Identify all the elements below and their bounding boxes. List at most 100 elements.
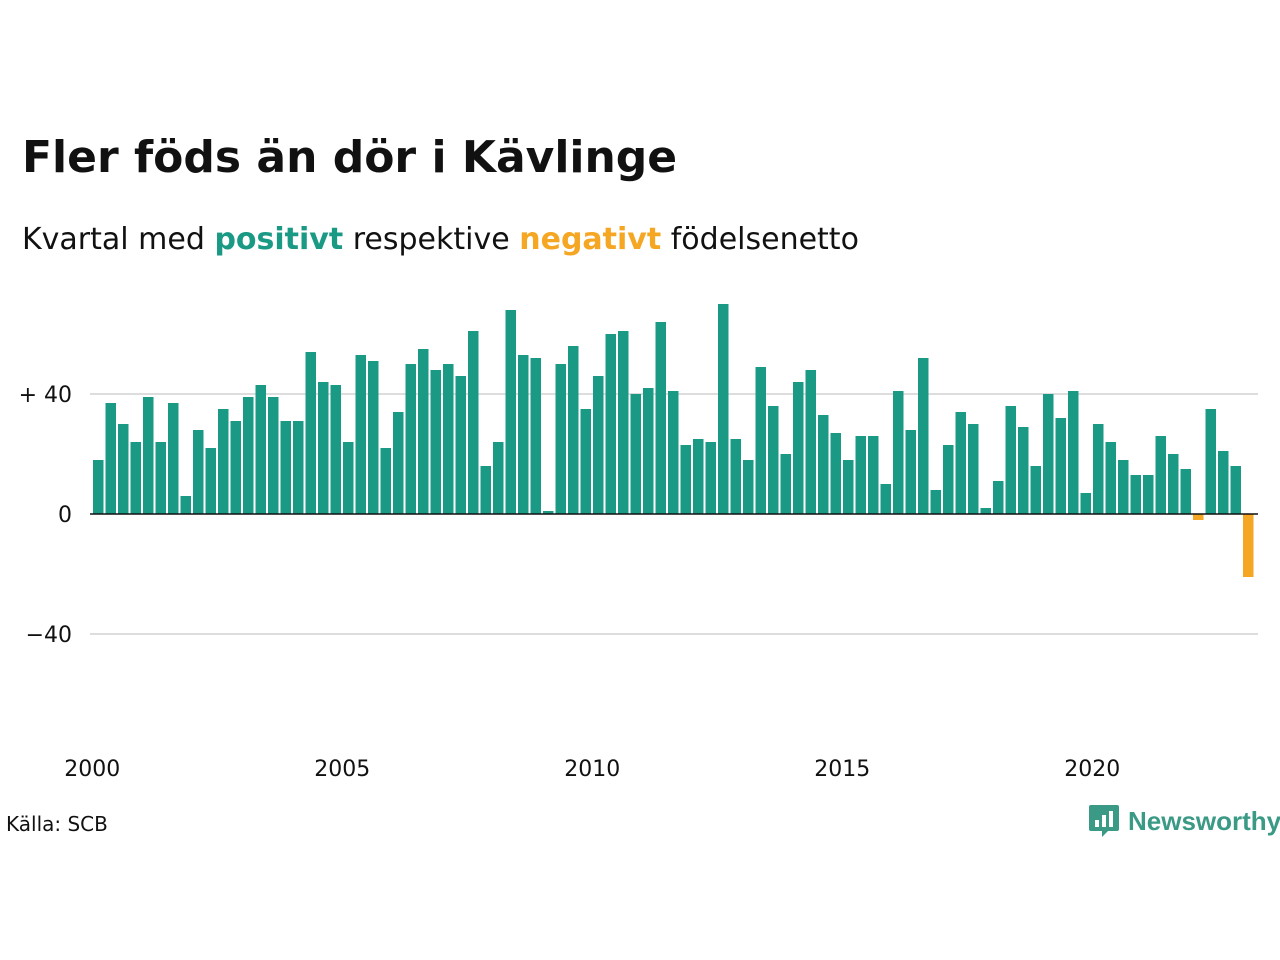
bar	[630, 394, 641, 514]
bar	[1043, 394, 1054, 514]
bar	[755, 367, 766, 514]
subtitle-suffix: födelsenetto	[670, 222, 859, 257]
bar	[1005, 406, 1016, 514]
bar	[255, 385, 266, 514]
bar	[655, 322, 666, 514]
bar	[318, 382, 329, 514]
bar	[105, 403, 116, 514]
bar	[518, 355, 529, 514]
bar	[130, 442, 141, 514]
bar	[680, 445, 691, 514]
bar	[743, 460, 754, 514]
bar	[1180, 469, 1191, 514]
bar	[443, 364, 454, 514]
bar	[593, 376, 604, 514]
bar	[768, 406, 779, 514]
chart-subtitle: Kvartal med positivt respektive negativt…	[22, 222, 859, 257]
bar	[855, 436, 866, 514]
bar	[930, 490, 941, 514]
y-tick-label: −40	[26, 623, 72, 648]
bar	[343, 442, 354, 514]
bar	[605, 334, 616, 514]
bar	[618, 331, 629, 514]
bar	[1068, 391, 1079, 514]
bar	[643, 388, 654, 514]
bar	[505, 310, 516, 514]
bar	[405, 364, 416, 514]
source-note: Källa: SCB	[6, 812, 108, 836]
bar	[168, 403, 179, 514]
bar	[943, 445, 954, 514]
bar	[268, 397, 279, 514]
bar	[280, 421, 291, 514]
bar	[193, 430, 204, 514]
bar	[1118, 460, 1129, 514]
bar	[380, 448, 391, 514]
bar	[1018, 427, 1029, 514]
bar	[243, 397, 254, 514]
bar	[868, 436, 879, 514]
bar	[1243, 514, 1254, 577]
bar	[218, 409, 229, 514]
bar	[1130, 475, 1141, 514]
x-tick-label: 2000	[64, 757, 120, 782]
bar	[1055, 418, 1066, 514]
x-tick-label: 2015	[814, 757, 870, 782]
bar	[993, 481, 1004, 514]
bar	[805, 370, 816, 514]
bar	[1205, 409, 1216, 514]
bar	[530, 358, 541, 514]
bar	[480, 466, 491, 514]
bar	[555, 364, 566, 514]
bar	[93, 460, 104, 514]
bar	[693, 439, 704, 514]
bar	[1143, 475, 1154, 514]
bar	[830, 433, 841, 514]
bar	[1230, 466, 1241, 514]
bar	[493, 442, 504, 514]
subtitle-prefix: Kvartal med	[22, 222, 205, 257]
bar	[355, 355, 366, 514]
bar	[368, 361, 379, 514]
subtitle-positive-word: positivt	[214, 222, 344, 257]
bar	[843, 460, 854, 514]
bar	[455, 376, 466, 514]
bar	[955, 412, 966, 514]
bar	[818, 415, 829, 514]
bar	[205, 448, 216, 514]
x-tick-label: 2010	[564, 757, 620, 782]
bar	[718, 304, 729, 514]
bar	[668, 391, 679, 514]
newsworthy-logo-icon	[1089, 805, 1119, 837]
bar	[418, 349, 429, 514]
bar	[1218, 451, 1229, 514]
bar	[543, 511, 554, 514]
bar	[1093, 424, 1104, 514]
bar	[793, 382, 804, 514]
y-tick-label: 0	[58, 503, 72, 528]
bar	[305, 352, 316, 514]
bar	[780, 454, 791, 514]
subtitle-middle: respektive	[352, 222, 510, 257]
bar	[905, 430, 916, 514]
bar	[705, 442, 716, 514]
subtitle-negative-word: negativt	[519, 222, 662, 257]
brand-name: Newsworthy	[1128, 805, 1280, 836]
bar	[293, 421, 304, 514]
bar	[568, 346, 579, 514]
bar	[580, 409, 591, 514]
bar	[1080, 493, 1091, 514]
bar	[118, 424, 129, 514]
brand-logo: Newsworthy	[1088, 803, 1280, 839]
bar	[1030, 466, 1041, 514]
bar	[468, 331, 479, 514]
y-tick-label: + 40	[19, 383, 72, 408]
bar	[968, 424, 979, 514]
bar	[180, 496, 191, 514]
bar	[980, 508, 991, 514]
bar	[893, 391, 904, 514]
chart-title: Fler föds än dör i Kävlinge	[22, 132, 678, 183]
bar	[230, 421, 241, 514]
